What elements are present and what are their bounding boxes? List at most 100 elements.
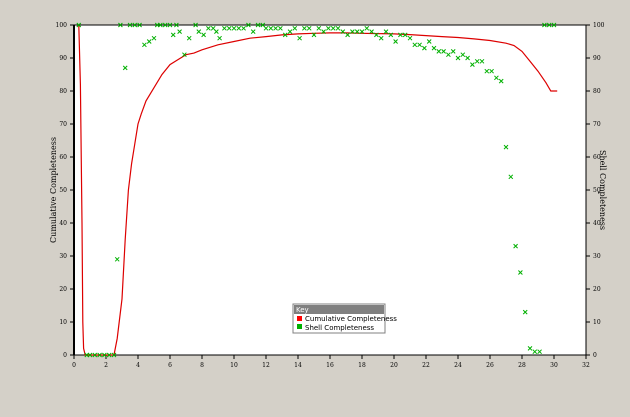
shell-completeness-point bbox=[354, 29, 360, 34]
shell-completeness-point bbox=[118, 22, 123, 28]
shell-completeness-point bbox=[92, 352, 98, 358]
shell-completeness-point bbox=[146, 39, 152, 44]
shell-completeness-point bbox=[402, 32, 408, 38]
legend-label-cumulative: Cumulative Completeness bbox=[305, 315, 397, 323]
y-right-tick-label: 0 bbox=[593, 352, 597, 359]
shell-completeness-point bbox=[522, 309, 528, 315]
shell-completeness-point bbox=[532, 349, 538, 355]
shell-completeness-point bbox=[201, 32, 206, 38]
shell-completeness-point bbox=[508, 174, 514, 180]
shell-completeness-point bbox=[193, 22, 198, 28]
shell-completeness-point bbox=[446, 52, 451, 58]
shell-completeness-point bbox=[335, 25, 341, 31]
shell-completeness-point bbox=[388, 32, 394, 38]
shell-completeness-point bbox=[470, 62, 475, 67]
shell-completeness-point bbox=[87, 352, 93, 358]
shell-completeness-point bbox=[282, 32, 288, 38]
x-tick-label: 24 bbox=[454, 362, 462, 369]
legend-swatch-shell bbox=[297, 324, 302, 329]
shell-completeness-point bbox=[278, 25, 283, 31]
shell-completeness-point bbox=[231, 25, 237, 31]
shell-completeness-point bbox=[151, 35, 157, 41]
y-right-tick-label: 60 bbox=[593, 154, 601, 161]
shell-completeness-point bbox=[441, 49, 446, 54]
shell-completeness-point bbox=[551, 22, 557, 28]
series-line-cumulative-completeness bbox=[78, 24, 558, 356]
shell-completeness-point bbox=[498, 78, 504, 84]
legend-swatch-cumulative bbox=[297, 316, 302, 321]
shell-completeness-point bbox=[350, 29, 355, 34]
y-left-tick-label: 30 bbox=[59, 253, 67, 260]
shell-completeness-point bbox=[158, 22, 163, 28]
shell-completeness-point bbox=[292, 25, 298, 31]
shell-completeness-point bbox=[76, 22, 82, 28]
shell-completeness-point bbox=[489, 68, 494, 74]
shell-completeness-point bbox=[412, 42, 418, 48]
shell-completeness-point bbox=[302, 25, 307, 31]
shell-completeness-point bbox=[217, 35, 222, 41]
x-tick-label: 26 bbox=[486, 362, 494, 369]
shell-completeness-point bbox=[186, 35, 192, 41]
x-tick-label: 10 bbox=[230, 362, 238, 369]
shell-completeness-point bbox=[422, 45, 427, 51]
y-right-tick-label: 40 bbox=[593, 220, 601, 227]
shell-completeness-point bbox=[326, 25, 331, 31]
shell-completeness-point bbox=[177, 29, 182, 34]
shell-completeness-point bbox=[340, 29, 346, 34]
y-left-tick-label: 70 bbox=[59, 121, 67, 128]
y-left-tick-label: 80 bbox=[59, 88, 67, 95]
shell-completeness-point bbox=[97, 352, 102, 358]
shell-completeness-point bbox=[407, 35, 413, 41]
x-tick-label: 2 bbox=[104, 362, 108, 369]
shell-completeness-point bbox=[167, 22, 173, 28]
x-axis: 0 2 4 6 8 10 12 14 16 18 20 22 24 26 28 30 32 bbox=[72, 355, 590, 369]
x-tick-label: 14 bbox=[294, 362, 302, 369]
shell-completeness-point bbox=[369, 29, 374, 34]
x-tick-label: 6 bbox=[168, 362, 172, 369]
x-tick-label: 22 bbox=[422, 362, 430, 369]
shell-completeness-point bbox=[378, 35, 384, 41]
shell-completeness-point bbox=[137, 22, 142, 28]
shell-completeness-point bbox=[513, 243, 518, 249]
y-right-tick-label: 70 bbox=[593, 121, 601, 128]
shell-completeness-point bbox=[484, 68, 490, 74]
legend: Key Cumulative Completeness Shell Comple… bbox=[292, 303, 397, 334]
shell-completeness-point bbox=[170, 32, 176, 38]
y-axis-right: 0 10 20 30 40 50 60 70 80 90 100 bbox=[586, 22, 605, 359]
shell-completeness-point bbox=[398, 32, 403, 38]
legend-label-shell: Shell Completeness bbox=[305, 324, 374, 332]
shell-completeness-point bbox=[222, 25, 227, 31]
x-tick-label: 18 bbox=[358, 362, 366, 369]
shell-completeness-point bbox=[383, 29, 389, 34]
y-right-tick-label: 80 bbox=[593, 88, 601, 95]
shell-completeness-point bbox=[465, 55, 470, 61]
shell-completeness-point bbox=[132, 22, 138, 28]
shell-completeness-point bbox=[450, 49, 456, 54]
x-tick-label: 20 bbox=[390, 362, 398, 369]
shell-completeness-point bbox=[393, 39, 398, 44]
shell-completeness-point bbox=[431, 45, 437, 51]
shell-completeness-point bbox=[297, 35, 302, 41]
x-tick-label: 4 bbox=[136, 362, 140, 369]
shell-completeness-point bbox=[494, 75, 499, 81]
shell-completeness-point bbox=[206, 25, 211, 31]
y-axis-left: 0 10 20 30 40 50 60 70 80 90 100 bbox=[56, 22, 74, 359]
shell-completeness-point bbox=[417, 42, 422, 48]
shell-completeness-point bbox=[455, 55, 461, 61]
y-right-tick-label: 10 bbox=[593, 319, 601, 326]
shell-completeness-point bbox=[241, 25, 246, 31]
shell-completeness-point bbox=[114, 256, 120, 262]
y-left-tick-label: 60 bbox=[59, 154, 67, 161]
shell-completeness-point bbox=[226, 25, 232, 31]
x-tick-label: 8 bbox=[200, 362, 204, 369]
shell-completeness-point bbox=[436, 49, 442, 54]
shell-completeness-point bbox=[174, 22, 179, 28]
shell-completeness-point bbox=[287, 29, 293, 34]
shell-completeness-point bbox=[236, 25, 242, 31]
shell-completeness-point bbox=[460, 52, 466, 58]
shell-completeness-point bbox=[196, 29, 202, 34]
shell-completeness-point bbox=[246, 22, 251, 28]
x-tick-label: 0 bbox=[72, 362, 76, 369]
y-axis-right-title: Shell Completeness bbox=[598, 150, 607, 230]
shell-completeness-point bbox=[364, 25, 370, 31]
